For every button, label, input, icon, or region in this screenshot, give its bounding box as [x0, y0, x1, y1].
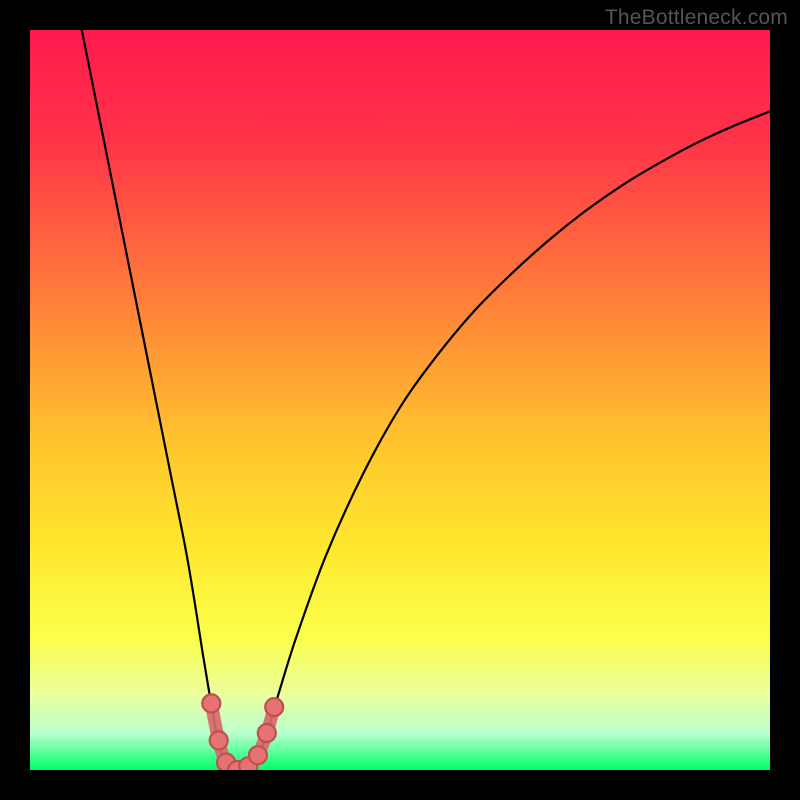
chart-plot-area [30, 30, 770, 770]
marker-point [249, 746, 267, 764]
marker-point [202, 694, 220, 712]
marker-point [258, 724, 276, 742]
bottleneck-curve-chart [30, 30, 770, 770]
marker-point [265, 698, 283, 716]
chart-background [30, 30, 770, 770]
marker-point [210, 731, 228, 749]
watermark-text: TheBottleneck.com [605, 6, 788, 30]
